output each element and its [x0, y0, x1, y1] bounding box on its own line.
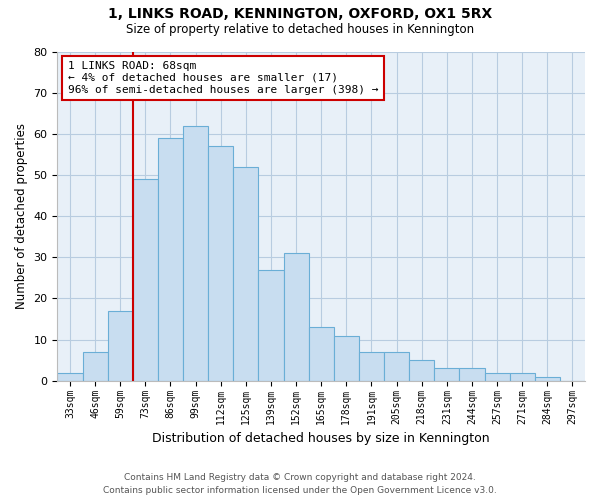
Bar: [334, 336, 359, 381]
Bar: [83, 352, 107, 381]
Bar: [133, 179, 158, 381]
Bar: [359, 352, 384, 381]
Bar: [107, 311, 133, 381]
Bar: [384, 352, 409, 381]
Bar: [509, 372, 535, 381]
Text: 1, LINKS ROAD, KENNINGTON, OXFORD, OX1 5RX: 1, LINKS ROAD, KENNINGTON, OXFORD, OX1 5…: [108, 8, 492, 22]
Bar: [208, 146, 233, 381]
Bar: [308, 328, 334, 381]
Bar: [284, 253, 308, 381]
Bar: [434, 368, 460, 381]
Bar: [259, 270, 284, 381]
Text: Contains HM Land Registry data © Crown copyright and database right 2024.
Contai: Contains HM Land Registry data © Crown c…: [103, 473, 497, 495]
Bar: [233, 166, 259, 381]
Text: Size of property relative to detached houses in Kennington: Size of property relative to detached ho…: [126, 22, 474, 36]
X-axis label: Distribution of detached houses by size in Kennington: Distribution of detached houses by size …: [152, 432, 490, 445]
Bar: [58, 372, 83, 381]
Bar: [409, 360, 434, 381]
Bar: [183, 126, 208, 381]
Bar: [485, 372, 509, 381]
Bar: [460, 368, 485, 381]
Y-axis label: Number of detached properties: Number of detached properties: [15, 123, 28, 309]
Text: 1 LINKS ROAD: 68sqm
← 4% of detached houses are smaller (17)
96% of semi-detache: 1 LINKS ROAD: 68sqm ← 4% of detached hou…: [68, 62, 379, 94]
Bar: [158, 138, 183, 381]
Bar: [535, 376, 560, 381]
